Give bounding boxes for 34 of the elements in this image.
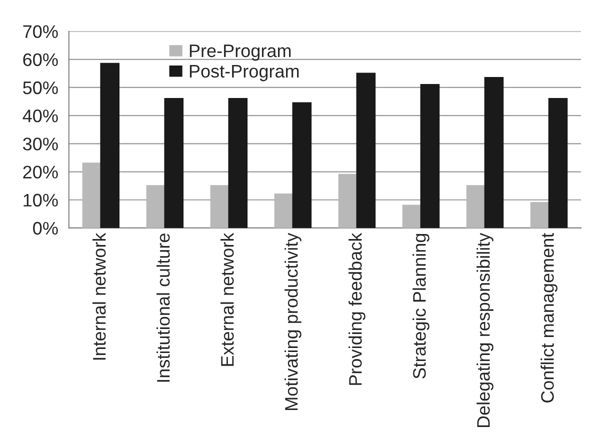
bar (530, 202, 550, 228)
bar (274, 194, 294, 228)
x-tick-label: Conflict management (540, 232, 558, 403)
legend-label: Post-Program (190, 65, 299, 82)
bar (420, 84, 440, 228)
legend-label: Pre-Program (190, 44, 291, 61)
bar (210, 185, 230, 228)
x-tick-label: Strategic Planning (412, 234, 430, 379)
bar (402, 204, 422, 228)
y-tick-label: 30% (23, 138, 58, 150)
y-tick-label: 20% (23, 166, 58, 178)
bar (82, 162, 102, 228)
bar (292, 102, 312, 228)
x-tick-label: Providing feedback (348, 232, 366, 385)
y-tick-label: 0% (33, 222, 58, 235)
x-tick-label: Delegating responsibility (476, 232, 494, 428)
y-tick-label: 60% (23, 53, 58, 66)
bar (548, 98, 568, 228)
x-tick-label: External network (220, 232, 234, 366)
x-tick-label: Motivating productivity (284, 232, 302, 410)
y-tick-label: 70% (23, 25, 58, 38)
y-tick-label: 10% (24, 194, 58, 207)
bar (466, 185, 486, 228)
x-tick-label: Institutional culture (156, 234, 170, 382)
bar (228, 98, 248, 228)
bar (338, 174, 358, 228)
x-tick-label: Internal network (92, 232, 106, 360)
bar (484, 76, 504, 228)
bar (146, 185, 166, 228)
y-tick-label: 50% (23, 81, 58, 94)
y-tick-label: 40% (22, 110, 58, 122)
bar (356, 72, 376, 228)
bar (164, 98, 184, 228)
bar (100, 62, 120, 228)
